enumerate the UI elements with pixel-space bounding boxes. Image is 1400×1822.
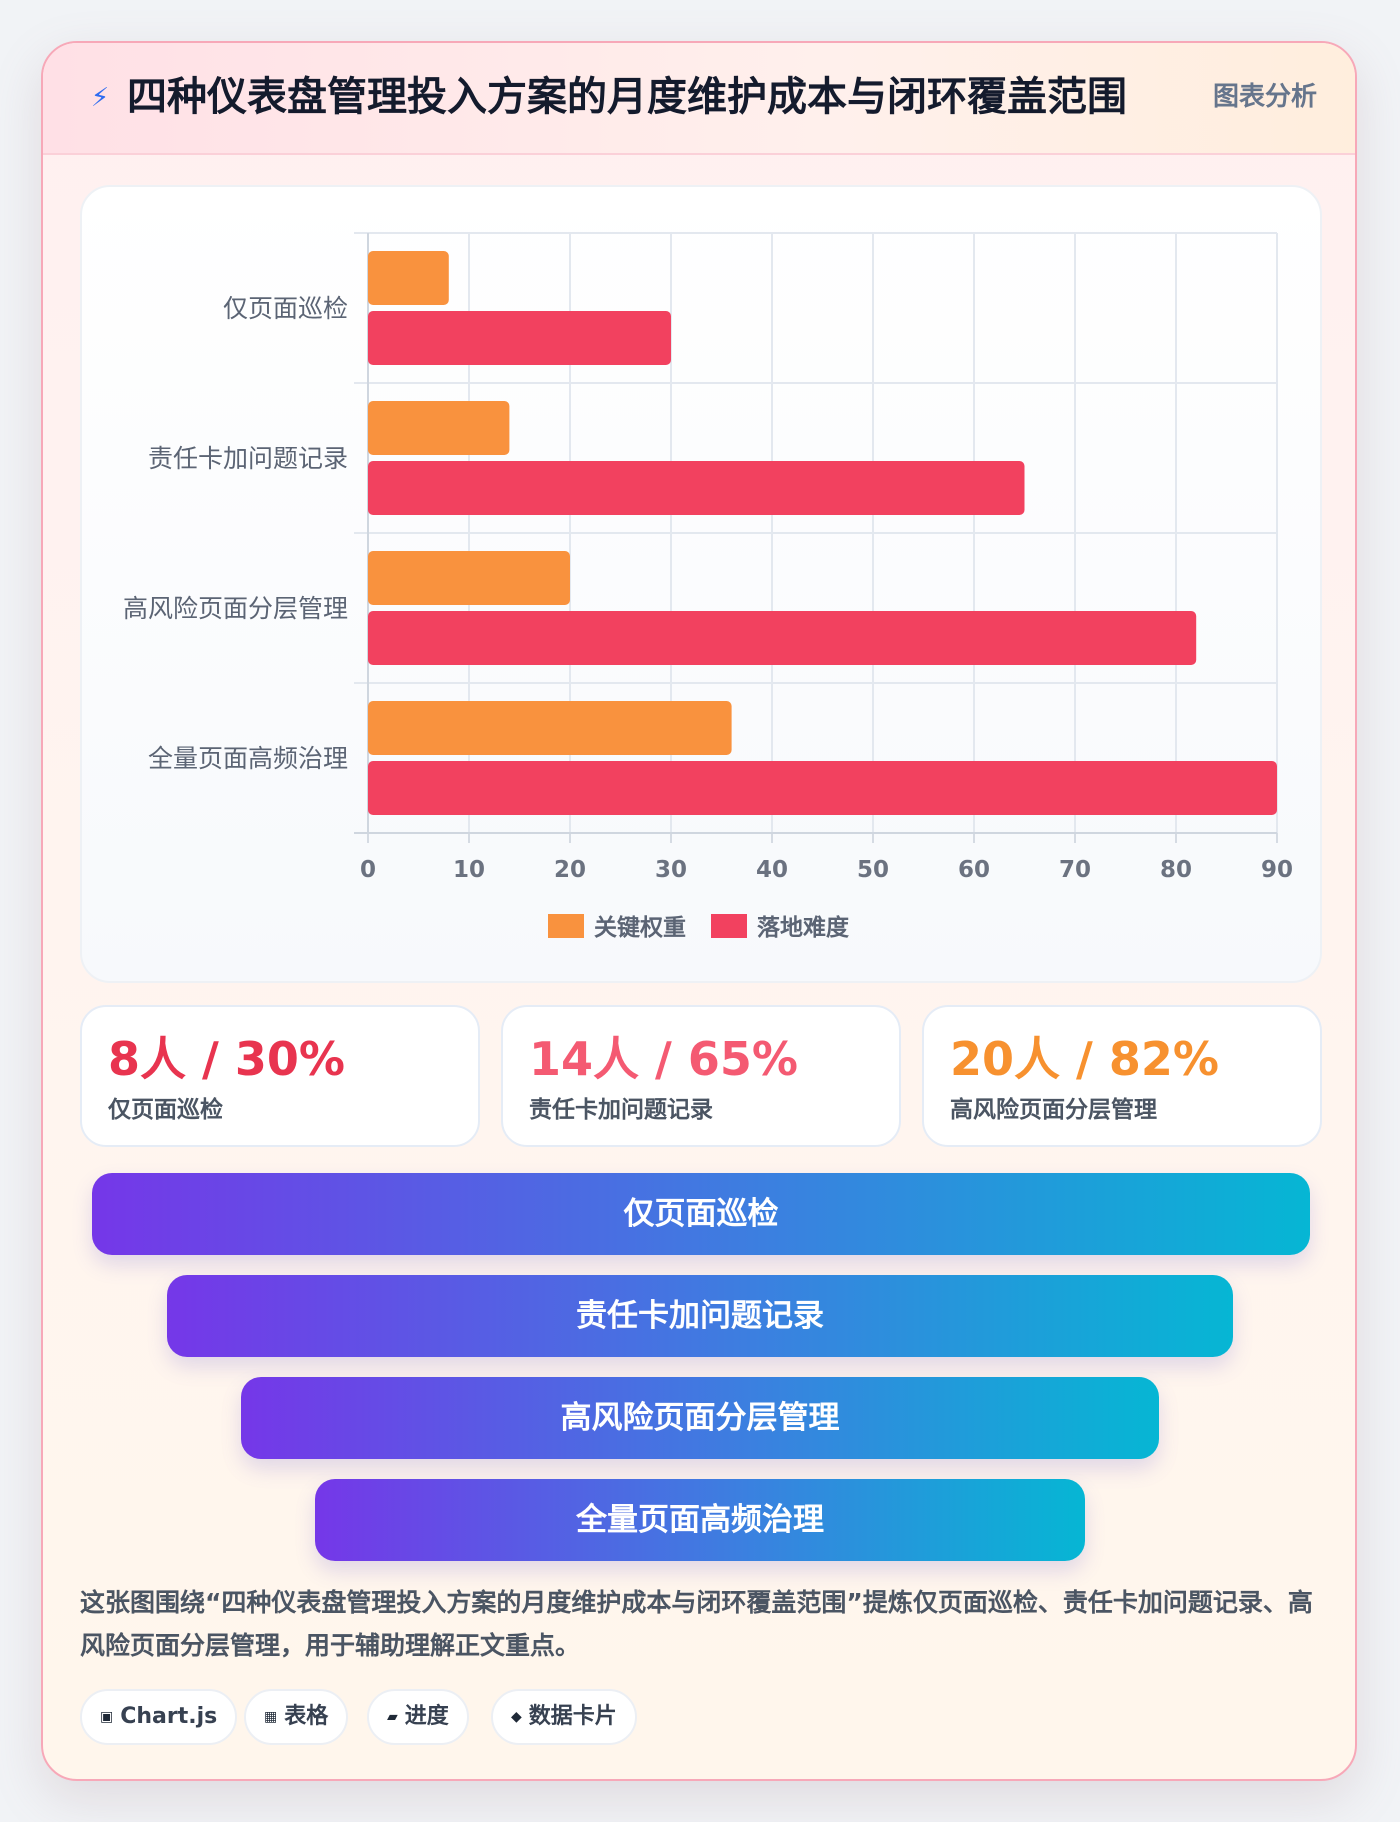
x-tick-label: 50: [857, 857, 889, 883]
bar: [368, 251, 449, 305]
x-tick-label: 70: [1059, 857, 1091, 883]
stat-cards: 8人 / 30% 仅页面巡检 14人 / 65% 责任卡加问题记录 20人 / …: [80, 1005, 1322, 1147]
x-tick-label: 60: [958, 857, 990, 883]
tag-label: 数据卡片: [528, 1704, 617, 1729]
legend-label: 落地难度: [757, 914, 850, 941]
bar: [368, 551, 570, 605]
bar: [368, 611, 1197, 665]
table-icon: ▦: [264, 1709, 278, 1725]
tag-label: 进度: [404, 1704, 449, 1729]
progress-icon: ▰: [387, 1709, 398, 1725]
bar: [368, 461, 1025, 515]
bar: [368, 701, 732, 755]
legend-swatch: [548, 914, 584, 938]
y-tick-label: 高风险页面分层管理: [123, 594, 348, 623]
x-tick-label: 80: [1160, 857, 1192, 883]
chart-panel: 0 10 20 30 40 50 60 70 80 90 仅页面巡检责任卡加问题记录高风险页面分层管…: [80, 185, 1322, 983]
funnel-bar: 责任卡加问题记录: [167, 1275, 1233, 1357]
x-tick-label: 40: [756, 857, 788, 883]
bar: [368, 401, 510, 455]
stat-value: 14人 / 65%: [529, 1032, 798, 1086]
x-tick-label: 90: [1261, 857, 1293, 883]
page-title: 四种仪表盘管理投入方案的月度维护成本与闭环覆盖范围: [127, 74, 1127, 120]
stat-label: 高风险页面分层管理: [950, 1097, 1157, 1123]
funnel-bar: 高风险页面分层管理: [241, 1377, 1159, 1459]
stat-card: 14人 / 65% 责任卡加问题记录: [501, 1005, 901, 1147]
funnel-bar: 仅页面巡检: [92, 1173, 1310, 1255]
x-tick-label: 20: [554, 857, 586, 883]
chart-description: 这张图围绕“四种仪表盘管理投入方案的月度维护成本与闭环覆盖范围”提炼仅页面巡检、…: [80, 1588, 1313, 1660]
bar: [368, 311, 671, 365]
chip-icon: ▣: [100, 1709, 114, 1725]
tag-label: 表格: [284, 1704, 329, 1729]
chart-analysis-badge[interactable]: 图表分析: [1212, 82, 1317, 112]
diamond-icon: ◆: [511, 1709, 522, 1725]
tag-table[interactable]: ▦ 表格: [244, 1689, 349, 1745]
stat-label: 责任卡加问题记录: [529, 1097, 713, 1123]
x-tick-label: 30: [655, 857, 687, 883]
stat-value: 8人 / 30%: [108, 1032, 345, 1086]
tag-label: Chart.js: [120, 1704, 218, 1729]
tag-chartjs[interactable]: ▣ Chart.js: [80, 1689, 238, 1745]
stat-value: 20人 / 82%: [950, 1032, 1219, 1086]
stat-card: 20人 / 82% 高风险页面分层管理: [922, 1005, 1322, 1147]
chart-card: ⚡ 四种仪表盘管理投入方案的月度维护成本与闭环覆盖范围 图表分析 0 10 20 30…: [41, 41, 1357, 1781]
funnel-bar: 全量页面高频治理: [315, 1479, 1085, 1561]
bar: [368, 761, 1277, 815]
bar-chart: 0 10 20 30 40 50 60 70 80 90 仅页面巡检责任卡加问题记录高风险页面分层管…: [123, 232, 1293, 941]
y-tick-label: 责任卡加问题记录: [148, 444, 348, 473]
stat-card: 8人 / 30% 仅页面巡检: [80, 1005, 480, 1147]
tag-data-card[interactable]: ◆ 数据卡片: [491, 1689, 637, 1745]
legend-swatch: [711, 914, 747, 938]
y-tick-label: 全量页面高频治理: [148, 744, 348, 773]
x-tick-label: 10: [453, 857, 485, 883]
card-header: ⚡ 四种仪表盘管理投入方案的月度维护成本与闭环覆盖范围 图表分析: [43, 43, 1355, 155]
x-tick-label: 0: [360, 857, 376, 883]
legend-label: 关键权重: [594, 914, 686, 941]
y-tick-label: 仅页面巡检: [223, 294, 348, 323]
tag-progress[interactable]: ▰ 进度: [367, 1689, 469, 1745]
lightning-icon: ⚡: [90, 83, 110, 113]
stat-label: 仅页面巡检: [108, 1097, 223, 1123]
